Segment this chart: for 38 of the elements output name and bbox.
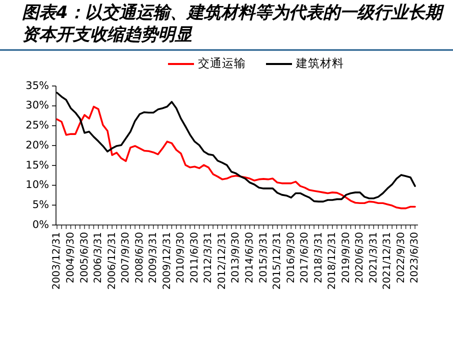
title: 图表4：以交通运输、建筑材料等为代表的一级行业长期资本开支收缩趋势明显 — [22, 3, 442, 45]
x-tick-label: 2018/12/31 — [327, 232, 338, 290]
x-tick-label: 2006/12/31 — [106, 232, 118, 290]
x-tick-label: 2004/9/30 — [66, 232, 77, 284]
x-tick-label: 2020/6/30 — [354, 232, 366, 284]
x-tick-label: 2021/12/31 — [382, 232, 394, 290]
y-tick-label: 25% — [26, 120, 50, 132]
x-tick-label: 2015/3/31 — [258, 232, 270, 284]
x-tick-label: 2021/3/31 — [368, 232, 380, 284]
y-tick-label: 5% — [32, 199, 50, 212]
x-tick-label: 2018/3/31 — [313, 232, 324, 284]
legend-label: 交通运输 — [198, 56, 246, 70]
x-tick-label: 2017/6/30 — [300, 232, 311, 284]
y-tick-label: 15% — [26, 159, 50, 172]
x-tick-label: 2005/6/30 — [79, 232, 90, 284]
x-tick-label: 2006/3/31 — [93, 232, 104, 284]
x-tick-label: 2009/12/31 — [162, 232, 173, 290]
x-tick-label: 2008/6/30 — [134, 232, 146, 284]
x-tick-label: 2016/9/30 — [286, 232, 297, 284]
x-tick-label: 2010/9/30 — [176, 232, 187, 284]
y-tick-label: 35% — [26, 80, 50, 92]
x-tick-label: 2023/6/30 — [410, 232, 421, 284]
x-tick-label: 2007/9/30 — [120, 232, 132, 284]
x-tick-label: 2014/6/30 — [244, 232, 256, 284]
x-tick-label: 2009/3/31 — [148, 232, 160, 284]
y-tick-label: 20% — [26, 139, 50, 152]
x-tick-label: 2003/12/31 — [52, 232, 63, 290]
y-tick-label: 0% — [32, 218, 50, 231]
x-tick-label: 2011/6/30 — [189, 232, 200, 284]
legend-label: 建筑材料 — [295, 56, 344, 70]
x-tick-label: 2022/9/30 — [396, 232, 407, 284]
x-tick-label: 2015/12/31 — [272, 232, 284, 290]
x-tick-label: 2012/3/31 — [203, 232, 214, 284]
x-tick-label: 2019/9/30 — [340, 232, 352, 284]
x-tick-label: 2012/12/31 — [216, 232, 228, 290]
y-tick-label: 30% — [26, 100, 50, 112]
x-tick-label: 2013/9/30 — [230, 232, 242, 284]
y-tick-label: 10% — [26, 179, 50, 192]
